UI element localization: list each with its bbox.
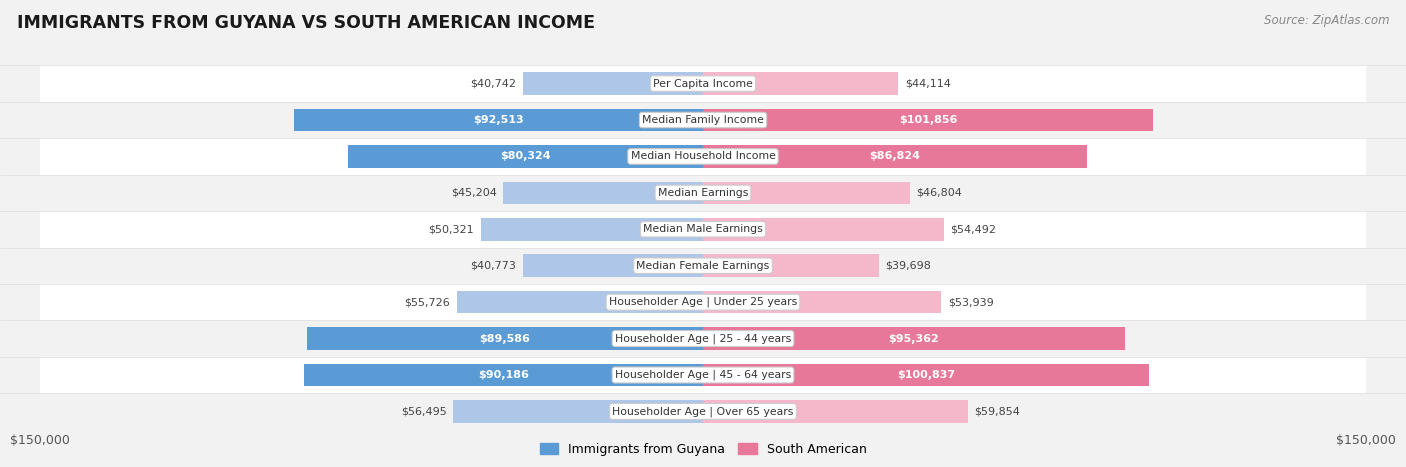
Bar [294,109,703,131]
Bar [523,255,703,277]
Text: Source: ZipAtlas.com: Source: ZipAtlas.com [1264,14,1389,27]
Bar [703,109,1153,131]
Bar [703,255,879,277]
Bar [457,291,703,313]
Text: $40,742: $40,742 [470,78,516,89]
Text: $89,586: $89,586 [479,333,530,344]
Text: $95,362: $95,362 [889,333,939,344]
Text: Householder Age | 45 - 64 years: Householder Age | 45 - 64 years [614,370,792,380]
Text: $59,854: $59,854 [974,406,1021,417]
Text: $45,204: $45,204 [451,188,496,198]
Text: $56,495: $56,495 [401,406,447,417]
Bar [307,327,703,350]
Bar [39,102,1367,138]
Bar [703,182,910,204]
Bar [523,72,703,95]
Text: $90,186: $90,186 [478,370,529,380]
Bar [39,211,1367,248]
Bar [39,248,1367,284]
Bar [39,320,1367,357]
Text: Median Household Income: Median Household Income [630,151,776,162]
Text: Householder Age | Under 25 years: Householder Age | Under 25 years [609,297,797,307]
Bar [39,65,1367,102]
Bar [347,145,703,168]
Text: Median Family Income: Median Family Income [643,115,763,125]
Bar [703,291,942,313]
Text: $53,939: $53,939 [948,297,994,307]
Bar [503,182,703,204]
Text: $86,824: $86,824 [869,151,921,162]
Bar [703,400,967,423]
Text: Per Capita Income: Per Capita Income [652,78,754,89]
Text: Householder Age | Over 65 years: Householder Age | Over 65 years [612,406,794,417]
Bar [703,72,898,95]
Text: Median Female Earnings: Median Female Earnings [637,261,769,271]
Bar [703,364,1149,386]
Text: $39,698: $39,698 [886,261,931,271]
Text: $54,492: $54,492 [950,224,997,234]
Legend: Immigrants from Guyana, South American: Immigrants from Guyana, South American [534,438,872,461]
Bar [39,138,1367,175]
Text: $101,856: $101,856 [898,115,957,125]
Bar [453,400,703,423]
Bar [39,393,1367,430]
Text: IMMIGRANTS FROM GUYANA VS SOUTH AMERICAN INCOME: IMMIGRANTS FROM GUYANA VS SOUTH AMERICAN… [17,14,595,32]
Bar [39,357,1367,393]
Bar [39,175,1367,211]
Text: Median Earnings: Median Earnings [658,188,748,198]
Bar [39,284,1367,320]
Text: $50,321: $50,321 [429,224,474,234]
Bar [703,327,1125,350]
Bar [304,364,703,386]
Text: Median Male Earnings: Median Male Earnings [643,224,763,234]
Bar [703,145,1087,168]
Text: $55,726: $55,726 [405,297,450,307]
Text: $80,324: $80,324 [501,151,551,162]
Text: Householder Age | 25 - 44 years: Householder Age | 25 - 44 years [614,333,792,344]
Text: $92,513: $92,513 [474,115,524,125]
Text: $100,837: $100,837 [897,370,955,380]
Bar [703,218,943,241]
Text: $40,773: $40,773 [470,261,516,271]
Text: $46,804: $46,804 [917,188,963,198]
Text: $44,114: $44,114 [904,78,950,89]
Bar [481,218,703,241]
